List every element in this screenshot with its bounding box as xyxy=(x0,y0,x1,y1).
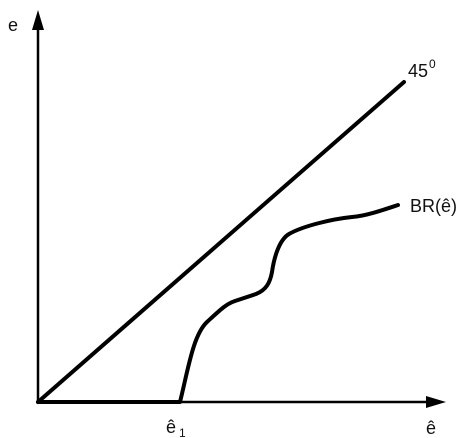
line-45-degree xyxy=(36,80,406,404)
x-axis-arrowhead xyxy=(426,396,446,408)
line-45-label: 45 xyxy=(408,61,428,81)
x-axis-label: ê xyxy=(426,418,436,438)
line-45-superscript: 0 xyxy=(429,57,436,71)
best-response-curve xyxy=(36,203,400,404)
y-axis-label: e xyxy=(8,15,18,35)
y-axis-arrowhead xyxy=(32,10,44,30)
x-tick-subscript: 1 xyxy=(179,426,186,438)
x-tick-label-e1: ê xyxy=(166,417,176,437)
best-response-label: BR(ê) xyxy=(410,196,457,216)
